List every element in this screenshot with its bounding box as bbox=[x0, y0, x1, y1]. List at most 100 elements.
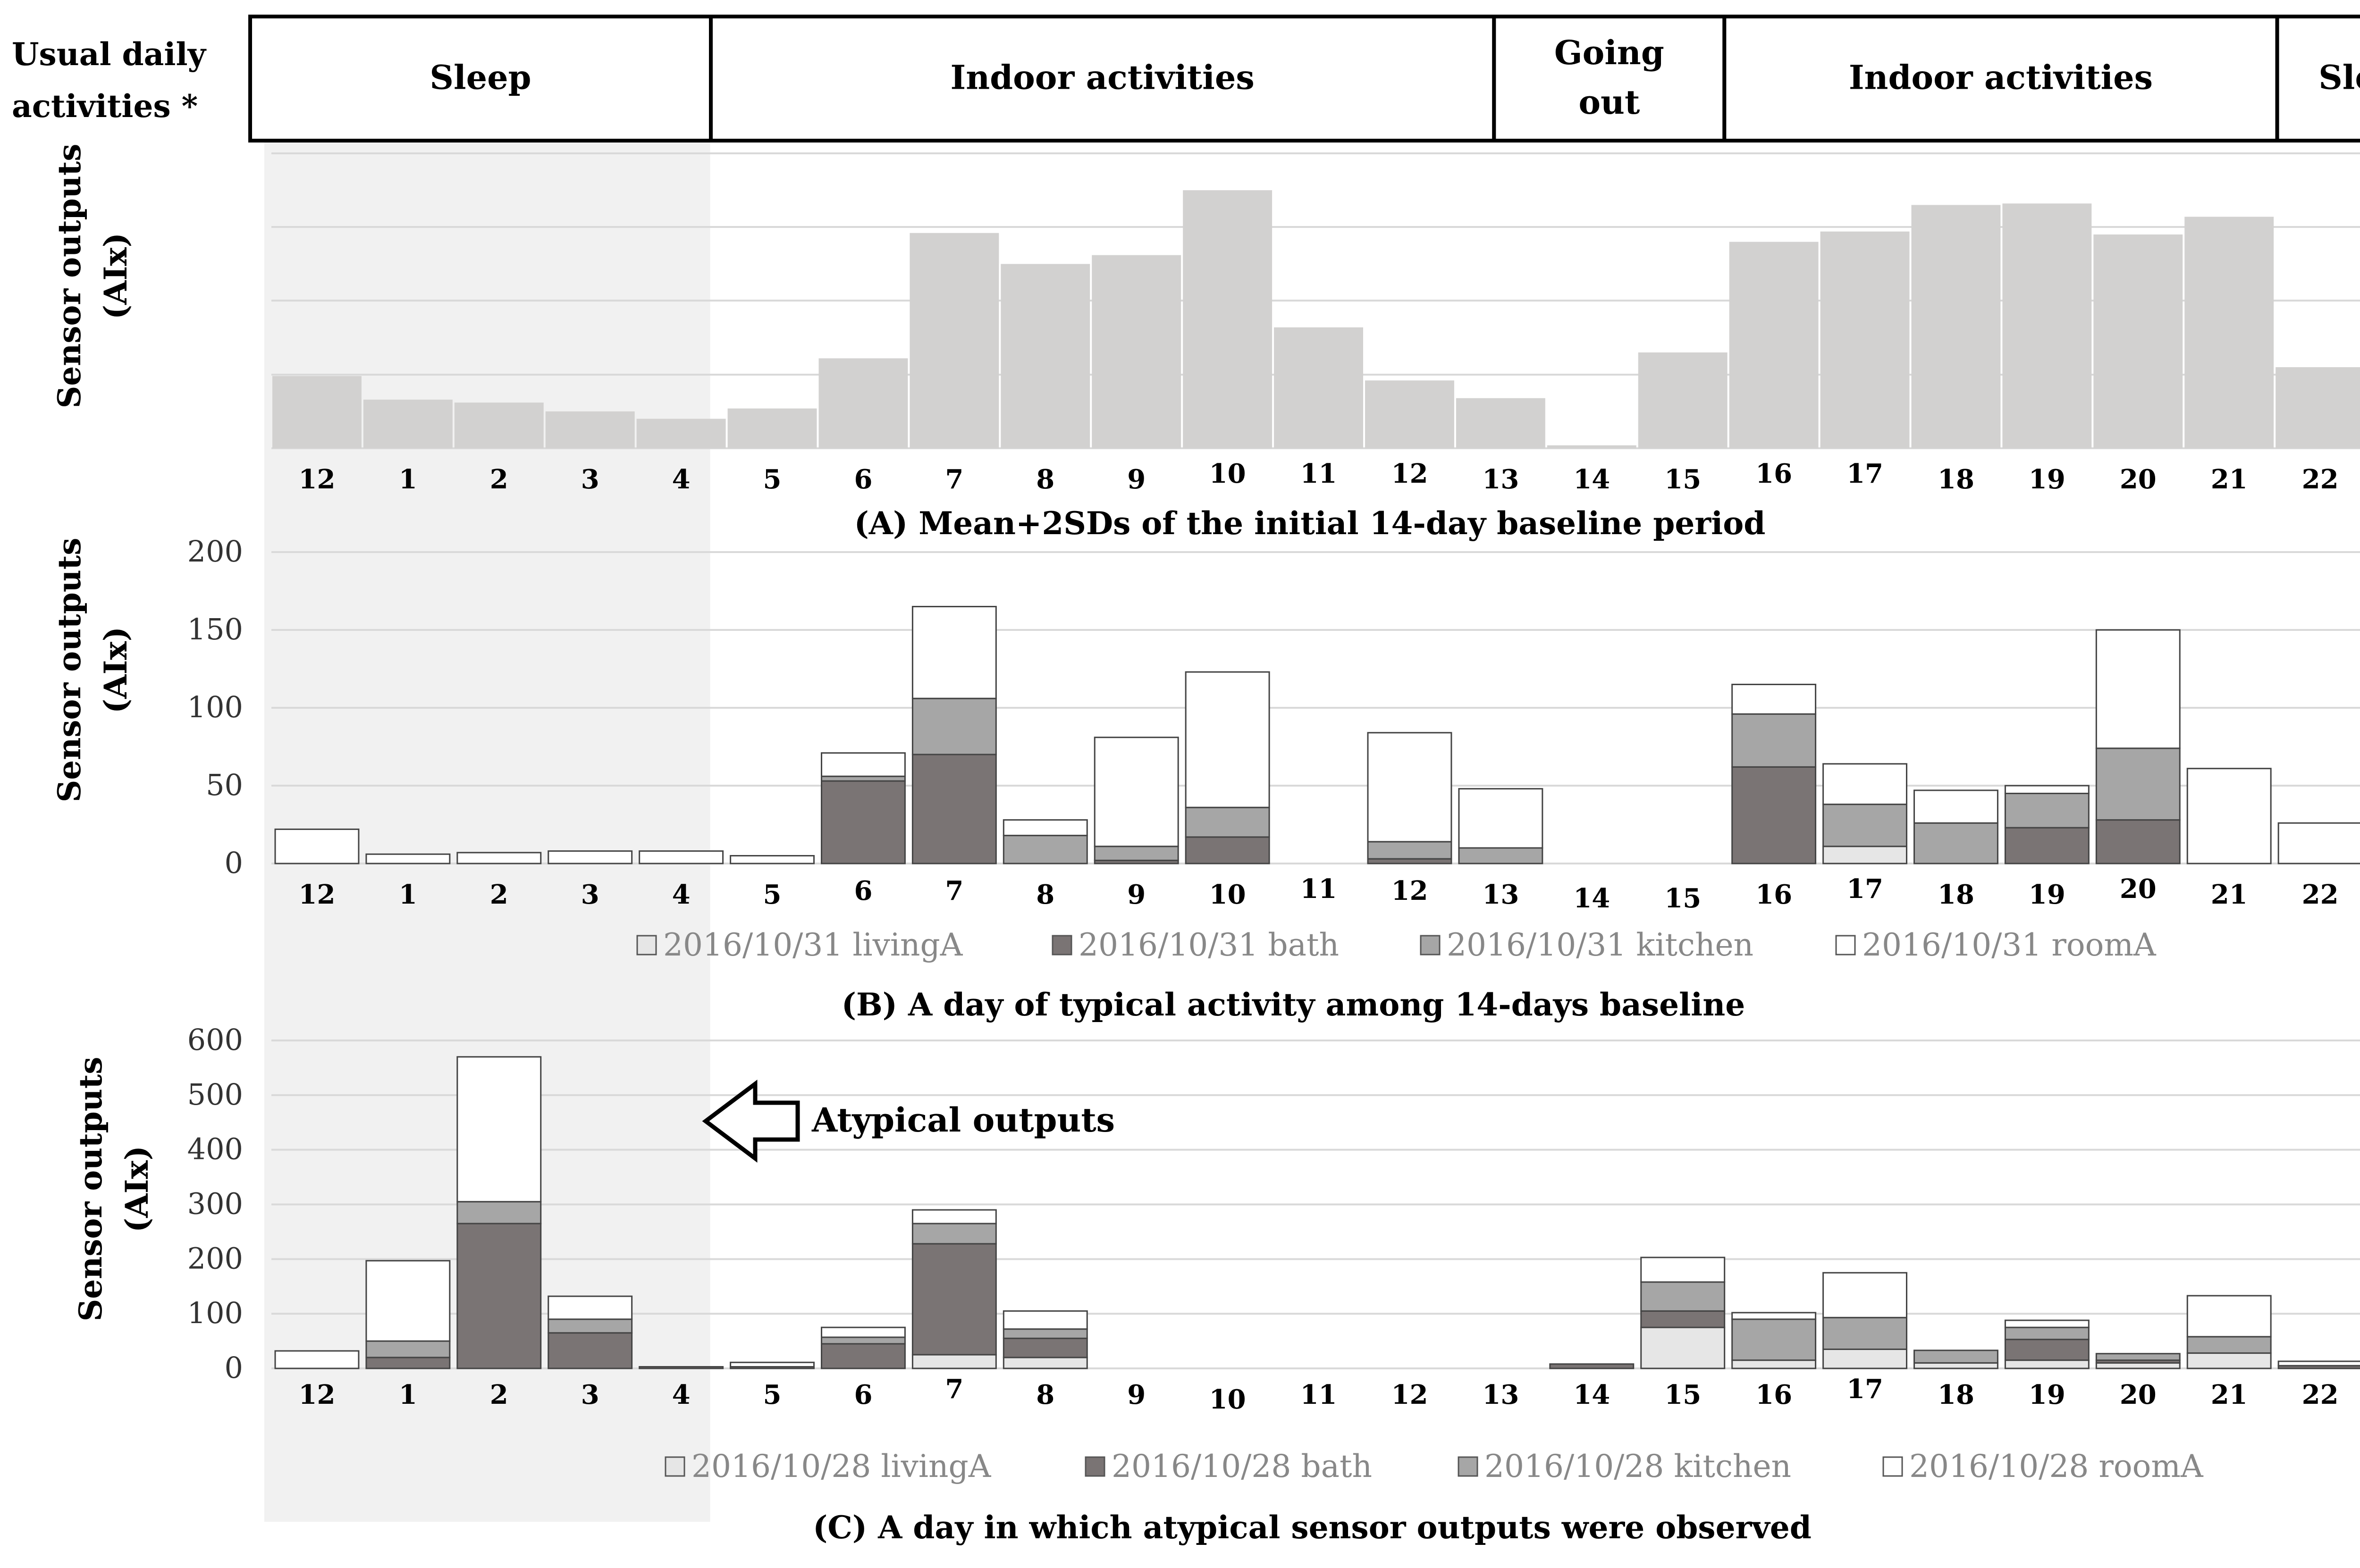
panel-c-legend: 2016/10/28 livingA 2016/10/28 bath 2016/10… bbox=[665, 1448, 2204, 1484]
baseline-bar bbox=[1547, 445, 1636, 448]
bar-segment-roomA bbox=[1003, 1310, 1088, 1330]
bar-segment-roomA bbox=[911, 606, 997, 699]
baseline-bar bbox=[2093, 234, 2183, 448]
panel-a-chart: 121234567891011121314151617181920212223 … bbox=[51, 144, 2360, 542]
x-tick-label: 18 bbox=[1938, 879, 1974, 910]
bar-segment-roomA bbox=[2277, 822, 2360, 864]
bar-segment-roomA bbox=[1822, 1272, 1907, 1318]
panel-a-x-ticks: 121234567891011121314151617181920212223 bbox=[298, 458, 2339, 495]
panel-c-gridlines bbox=[271, 1040, 2360, 1369]
bar-segment-kitchen bbox=[2095, 747, 2181, 821]
x-tick-label: 3 bbox=[581, 1379, 599, 1410]
bar-segment-bath bbox=[2095, 819, 2181, 864]
activity-segment-label: Sleep bbox=[430, 58, 531, 97]
x-tick-label: 13 bbox=[1482, 464, 1519, 495]
bar-segment-roomA bbox=[821, 752, 906, 777]
x-tick-label: 4 bbox=[672, 1379, 691, 1410]
y-tick-label: 400 bbox=[187, 1132, 243, 1166]
bar-segment-bath bbox=[639, 1366, 724, 1369]
bar-segment-kitchen bbox=[1367, 841, 1452, 860]
bar-segment-roomA bbox=[2277, 1360, 2360, 1367]
bar-segment-livingA bbox=[1003, 1357, 1088, 1369]
legend-swatch-roomA bbox=[1882, 1456, 1903, 1477]
baseline-bar bbox=[363, 399, 453, 448]
atypical-annotation: Atypical outputs bbox=[702, 1079, 1115, 1163]
bar-segment-roomA bbox=[1367, 732, 1452, 843]
panel-c-title: (C) A day in which atypical sensor outpu… bbox=[813, 1509, 1812, 1546]
x-tick-label: 20 bbox=[2120, 1379, 2157, 1410]
bar-segment-bath bbox=[1731, 766, 1817, 864]
activity-segment-label: out bbox=[1578, 83, 1640, 122]
bar-segment-kitchen bbox=[911, 697, 997, 755]
bar-segment-roomA bbox=[2004, 1319, 2090, 1328]
bar-segment-kitchen bbox=[821, 1336, 906, 1345]
x-tick-label: 9 bbox=[1127, 1379, 1146, 1410]
bar-segment-roomA bbox=[911, 1209, 997, 1224]
x-tick-label: 2 bbox=[490, 1379, 508, 1410]
x-tick-label: 17 bbox=[1846, 873, 1883, 905]
atypical-outputs-label: Atypical outputs bbox=[811, 1100, 1115, 1140]
bar-segment-kitchen bbox=[1003, 1328, 1088, 1339]
panel-c-x-ticks: 121234567891011121314151617181920212223 bbox=[298, 1374, 2339, 1415]
x-tick-label: 12 bbox=[1391, 1379, 1428, 1410]
legend-swatch-roomA bbox=[1835, 935, 1856, 956]
bar-segment-livingA bbox=[2095, 1362, 2181, 1369]
x-tick-label: 5 bbox=[763, 1379, 782, 1410]
panel-a-bars bbox=[272, 190, 2360, 448]
activity-segment-label: Going bbox=[1554, 33, 1664, 72]
bar-segment-bath bbox=[1003, 1337, 1088, 1358]
panel-a-gridlines bbox=[271, 152, 2360, 449]
x-tick-label: 22 bbox=[2302, 1379, 2339, 1410]
x-tick-label: 11 bbox=[1300, 1379, 1337, 1410]
legend-label-livingA: 2016/10/31 livingA bbox=[663, 927, 963, 963]
panel-c-y-ticks: 0 100 200 300 400 500 600 bbox=[187, 1023, 243, 1385]
activities-label-line1: Usual daily bbox=[12, 36, 207, 73]
bar-segment-roomA bbox=[274, 1350, 360, 1369]
x-tick-label: 19 bbox=[2029, 879, 2065, 910]
panel-c-y-label-line1: Sensor outputs bbox=[72, 1057, 109, 1322]
baseline-bar bbox=[1820, 231, 1910, 448]
x-tick-label: 7 bbox=[945, 1374, 963, 1405]
x-tick-label: 10 bbox=[1209, 458, 1246, 489]
baseline-bar bbox=[1729, 242, 1819, 448]
y-tick-label: 0 bbox=[225, 846, 243, 880]
activity-segment bbox=[248, 15, 713, 143]
bar-segment-kitchen bbox=[1731, 713, 1817, 768]
panel-b-x-ticks: 121234567891011121314151617181920212223 bbox=[298, 873, 2338, 914]
y-tick-label: 150 bbox=[187, 612, 243, 646]
x-tick-label: 13 bbox=[1482, 879, 1519, 910]
panel-a-title: (A) Mean+2SDs of the initial 14-day base… bbox=[854, 505, 1766, 542]
bar-segment-livingA bbox=[1913, 1362, 1998, 1369]
bar-segment-livingA bbox=[1822, 1348, 1907, 1369]
bar-segment-bath bbox=[2004, 827, 2090, 864]
bar-segment-bath bbox=[911, 1243, 997, 1356]
x-tick-label: 11 bbox=[1300, 458, 1337, 489]
panel-c-y-label-line2: (AIx) bbox=[118, 1146, 155, 1233]
bar-segment-roomA bbox=[456, 852, 542, 864]
activity-segment-label: Indoor activities bbox=[951, 58, 1255, 97]
bar-segment-roomA bbox=[2186, 768, 2272, 864]
legend-label-bath: 2016/10/31 bath bbox=[1079, 927, 1339, 963]
bar-segment-bath bbox=[1640, 1310, 1726, 1328]
y-tick-label: 100 bbox=[187, 690, 243, 724]
x-tick-label: 7 bbox=[945, 875, 963, 906]
x-tick-label: 22 bbox=[2302, 464, 2339, 495]
bar-segment-roomA bbox=[1913, 789, 1998, 824]
legend-label-kitchen: 2016/10/28 kitchen bbox=[1484, 1448, 1791, 1484]
baseline-bar bbox=[910, 233, 999, 448]
x-tick-label: 16 bbox=[1755, 458, 1792, 489]
bar-segment-livingA bbox=[1731, 1359, 1817, 1369]
y-tick-label: 0 bbox=[225, 1350, 243, 1385]
panel-a-y-label-line1: Sensor outputs bbox=[51, 144, 88, 409]
x-tick-label: 3 bbox=[581, 879, 599, 910]
baseline-bar bbox=[1274, 327, 1363, 448]
x-tick-label: 18 bbox=[1938, 464, 1974, 495]
x-tick-label: 19 bbox=[2029, 464, 2065, 495]
bar-segment-bath bbox=[365, 1357, 451, 1369]
x-tick-label: 10 bbox=[1209, 1384, 1246, 1415]
bar-segment-kitchen bbox=[1731, 1318, 1817, 1361]
baseline-bar bbox=[1183, 190, 1273, 448]
x-tick-label: 11 bbox=[1300, 873, 1337, 905]
bar-segment-roomA bbox=[548, 850, 633, 864]
